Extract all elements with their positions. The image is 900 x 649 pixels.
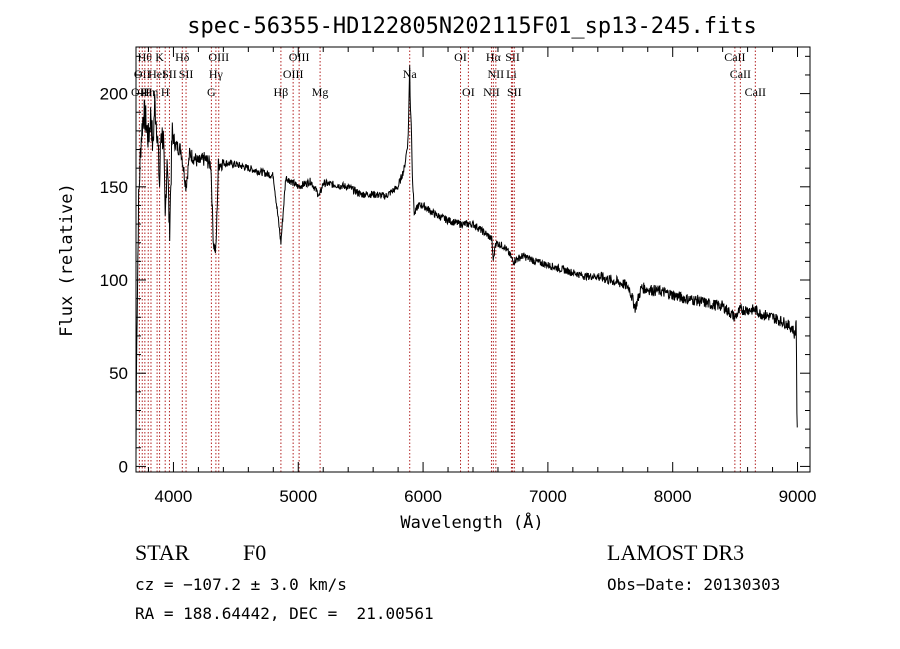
ra-dec-coordinates: RA = 188.64442, DEC = 21.00561 <box>135 604 434 623</box>
y-tick-label-1: 50 <box>109 364 128 383</box>
observation-date: Obs−Date: 20130303 <box>607 575 781 594</box>
y-tick-label-4: 200 <box>100 85 128 104</box>
line-marker-label-15: OIII <box>283 67 304 81</box>
line-marker-label-13: OIII <box>208 50 229 64</box>
line-marker-label-10: SII <box>179 67 194 81</box>
line-marker-label-2: Hθ <box>138 50 153 64</box>
line-marker-label-22: Hα <box>486 50 502 64</box>
line-marker-label-23: NII <box>488 67 505 81</box>
x-axis-title: Wavelength (Å) <box>400 511 543 533</box>
line-marker-label-12: Hγ <box>209 67 224 81</box>
x-tick-label-3: 7000 <box>529 487 567 506</box>
series-layer <box>135 65 798 458</box>
object-class: STAR <box>135 540 190 565</box>
y-axis-title: Flux (relative) <box>57 183 77 337</box>
y-tick-label-3: 150 <box>100 178 128 197</box>
line-marker-label-24: Li <box>506 67 517 81</box>
line-marker-label-1: OII <box>134 67 151 81</box>
line-marker-label-11: G <box>207 85 216 99</box>
x-tick-label-0: 4000 <box>155 487 193 506</box>
y-tick-label-2: 100 <box>100 271 128 290</box>
line-markers: OIIOIIHθHηHηHeIKHSIIHδSIIGHγOIIIHβOIIIOI… <box>131 47 766 472</box>
survey-release: LAMOST DR3 <box>607 540 745 565</box>
line-marker-label-5: HeI <box>148 67 166 81</box>
line-marker-label-0: OII <box>131 85 148 99</box>
line-marker-label-3: Hη <box>141 85 156 99</box>
line-marker-label-14: Hβ <box>274 85 289 99</box>
line-marker-label-21: NII <box>483 85 500 99</box>
series-spectrum <box>135 65 798 458</box>
axis-ticks <box>136 47 810 472</box>
x-tick-label-1: 5000 <box>279 487 317 506</box>
line-marker-label-9: Hδ <box>175 50 190 64</box>
line-marker-label-25: SII <box>505 50 520 64</box>
line-marker-label-16: OIII <box>289 50 310 64</box>
x-tick-label-5: 9000 <box>779 487 817 506</box>
line-marker-label-27: CaII <box>724 50 745 64</box>
redshift-cz: cz = −107.2 ± 3.0 km/s <box>135 575 347 594</box>
x-tick-label-2: 6000 <box>404 487 442 506</box>
line-marker-label-8: SII <box>162 67 177 81</box>
x-tick-label-4: 8000 <box>654 487 692 506</box>
line-marker-label-28: CaII <box>730 67 751 81</box>
line-marker-label-7: H <box>161 85 170 99</box>
line-marker-label-29: CaII <box>745 85 766 99</box>
line-marker-label-6: K <box>155 50 164 64</box>
line-marker-label-4: Hη <box>144 85 159 99</box>
y-tick-label-0: 0 <box>119 457 128 476</box>
tick-labels: 4000 5000 6000 7000 8000 9000 0 50 100 150 200 <box>100 85 817 506</box>
line-marker-label-19: OI <box>454 50 467 64</box>
line-marker-label-17: Mg <box>312 85 329 99</box>
chart-title: spec-56355-HD122805N202115F01_sp13-245.f… <box>187 14 757 39</box>
line-marker-label-26: SII <box>507 85 522 99</box>
plot-frame <box>135 46 811 473</box>
line-marker-label-20: OI <box>462 85 475 99</box>
spectral-subclass: F0 <box>243 540 267 565</box>
